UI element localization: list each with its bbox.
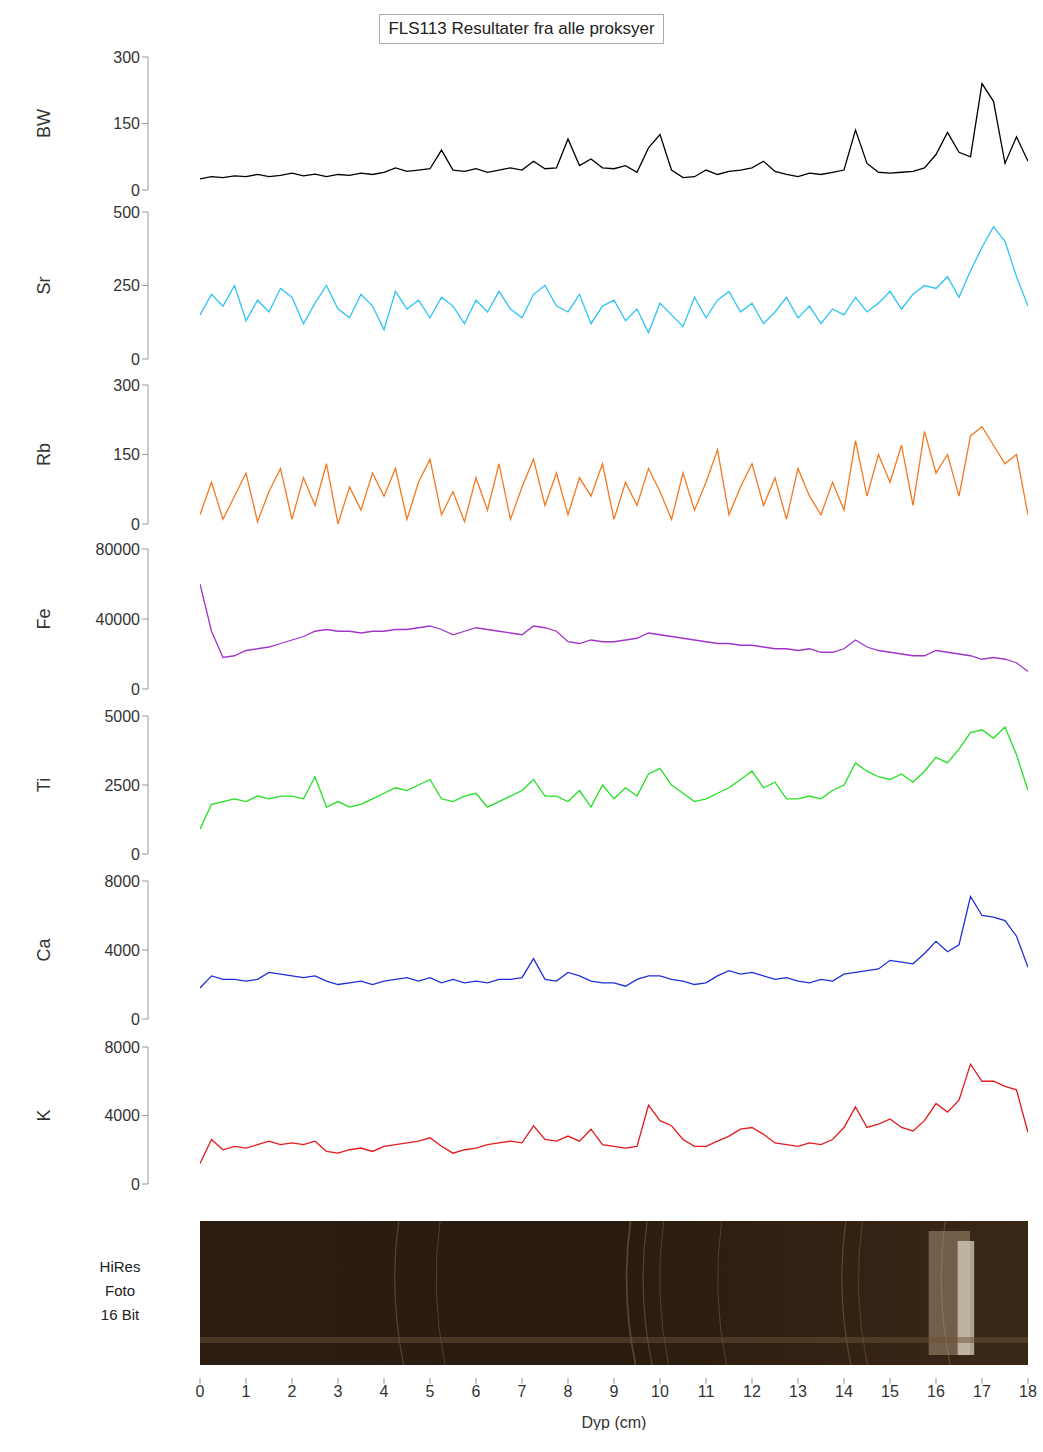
svg-text:250: 250 xyxy=(113,277,140,294)
svg-text:0: 0 xyxy=(131,1176,140,1193)
svg-text:Rb: Rb xyxy=(34,443,54,466)
svg-text:17: 17 xyxy=(973,1383,991,1400)
svg-text:0: 0 xyxy=(131,846,140,863)
svg-text:8: 8 xyxy=(564,1383,573,1400)
svg-text:150: 150 xyxy=(113,115,140,132)
svg-text:4000: 4000 xyxy=(104,1107,140,1124)
svg-text:0: 0 xyxy=(196,1383,205,1400)
svg-text:K: K xyxy=(34,1109,54,1121)
svg-text:2500: 2500 xyxy=(104,777,140,794)
svg-text:7: 7 xyxy=(518,1383,527,1400)
html-text:HiRes: HiRes xyxy=(99,1258,141,1275)
svg-text:15: 15 xyxy=(881,1383,899,1400)
svg-text:300: 300 xyxy=(113,49,140,66)
svg-text:80000: 80000 xyxy=(96,541,141,558)
svg-text:12: 12 xyxy=(743,1383,761,1400)
svg-text:40000: 40000 xyxy=(96,611,141,628)
svg-text:9: 9 xyxy=(610,1383,619,1400)
svg-text:0: 0 xyxy=(131,182,140,199)
svg-text:4: 4 xyxy=(380,1383,389,1400)
svg-text:11: 11 xyxy=(698,1383,715,1400)
svg-text:Fe: Fe xyxy=(34,608,54,629)
svg-text:1: 1 xyxy=(242,1383,251,1400)
svg-text:0: 0 xyxy=(131,681,140,698)
svg-text:Dyp (cm): Dyp (cm) xyxy=(582,1414,647,1430)
svg-text:0: 0 xyxy=(131,1011,140,1028)
html-text:16 Bit: 16 Bit xyxy=(100,1306,140,1323)
svg-text:8000: 8000 xyxy=(104,1039,140,1056)
svg-text:4000: 4000 xyxy=(104,942,140,959)
svg-text:0: 0 xyxy=(131,351,140,368)
svg-text:16: 16 xyxy=(927,1383,945,1400)
html-text:FLS113 Resultater fra alle pro: FLS113 Resultater fra alle proksyer xyxy=(388,19,655,38)
svg-text:14: 14 xyxy=(835,1383,853,1400)
svg-text:8000: 8000 xyxy=(104,873,140,890)
svg-text:10: 10 xyxy=(651,1383,669,1400)
svg-text:150: 150 xyxy=(113,446,140,463)
svg-text:Ca: Ca xyxy=(34,938,54,962)
svg-text:5000: 5000 xyxy=(104,708,140,725)
svg-text:5: 5 xyxy=(426,1383,435,1400)
svg-text:0: 0 xyxy=(131,516,140,533)
html-text:Foto: Foto xyxy=(105,1282,135,1299)
svg-text:13: 13 xyxy=(789,1383,807,1400)
svg-text:500: 500 xyxy=(113,204,140,221)
svg-text:Ti: Ti xyxy=(34,778,54,792)
svg-text:2: 2 xyxy=(288,1383,297,1400)
svg-text:6: 6 xyxy=(472,1383,481,1400)
svg-text:300: 300 xyxy=(113,377,140,394)
svg-text:BW: BW xyxy=(34,109,54,138)
svg-text:Sr: Sr xyxy=(34,276,54,294)
svg-text:18: 18 xyxy=(1019,1383,1037,1400)
svg-text:3: 3 xyxy=(334,1383,343,1400)
